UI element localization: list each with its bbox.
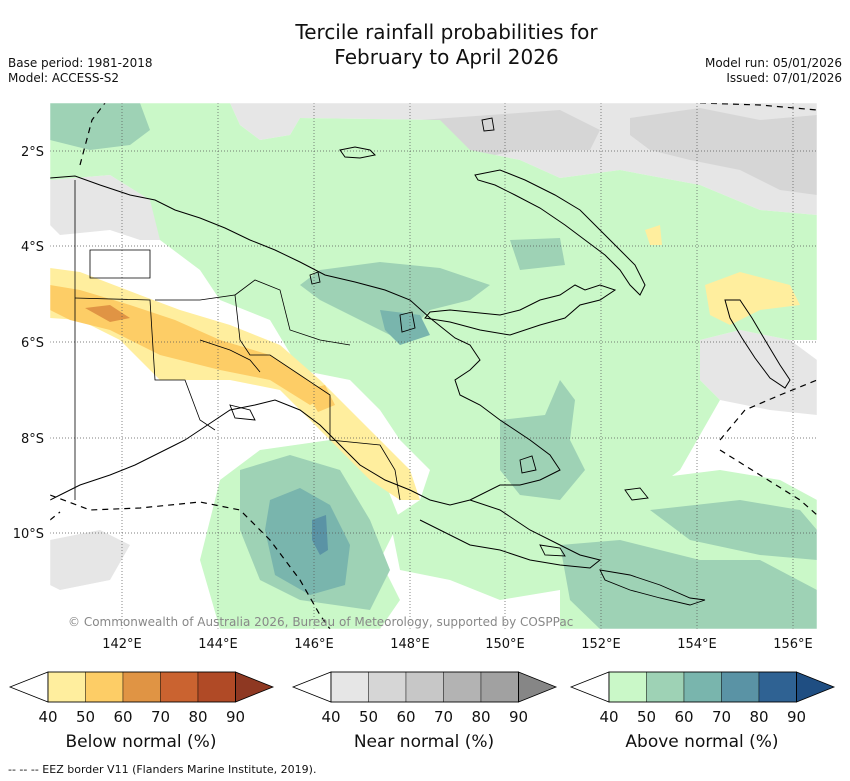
cb-near-tick-40: 40 (321, 708, 340, 726)
cb-near-tick-90: 90 (509, 708, 528, 726)
lon-label-150e: 150°E (485, 637, 525, 652)
title-line-2: February to April 2026 (334, 45, 559, 69)
cb-below-tick-70: 70 (151, 708, 170, 726)
above-normal-50-southeast (560, 540, 817, 629)
lat-label-2s: 2°S (21, 145, 44, 160)
colorbar-near-title: Near normal (%) (354, 732, 494, 752)
cb-below-tick-40: 40 (38, 708, 57, 726)
colorbar-below-swatch-40 (47, 671, 86, 703)
colorbar-below-normal: 40 50 60 70 80 90 Below normal (%) (8, 671, 275, 752)
colorbar-below-swatch-50 (85, 671, 124, 703)
issued-text: Issued: 07/01/2026 (726, 71, 842, 85)
colorbar-above-swatch-80 (758, 671, 797, 703)
lon-label-144e: 144°E (198, 637, 238, 652)
colorbar-below-title: Below normal (%) (66, 732, 217, 752)
eez-borders (50, 103, 817, 629)
above-normal-50-southeast-2 (650, 500, 817, 560)
new-ireland-coastline (474, 169, 646, 296)
gridlines (50, 103, 817, 629)
colorbars: 40 50 60 70 80 90 Below normal (%) 40 50… (8, 671, 836, 752)
colorbar-near-swatch-60 (405, 671, 444, 703)
borders (74, 180, 401, 501)
lat-label-8s: 8°S (21, 432, 44, 447)
lat-label-10s: 10°S (13, 527, 44, 542)
cb-above-tick-80: 80 (749, 708, 768, 726)
eez-footnote: -- -- -- EEZ border V11 (Flanders Marine… (8, 763, 317, 776)
base-period-text: Base period: 1981-2018 (8, 56, 153, 70)
lat-label-4s: 4°S (21, 240, 44, 255)
cb-near-tick-80: 80 (471, 708, 490, 726)
bougainville-coastline (724, 299, 791, 389)
cb-near-tick-60: 60 (396, 708, 415, 726)
cb-near-tick-50: 50 (359, 708, 378, 726)
colorbar-above-title: Above normal (%) (625, 732, 778, 752)
new-britain-coastline (424, 284, 617, 336)
near-normal-region-east (700, 330, 817, 415)
title-line-1: Tercile rainfall probabilities for (295, 20, 598, 44)
cb-above-tick-70: 70 (712, 708, 731, 726)
colorbar-below-swatch-60 (122, 671, 161, 703)
above-normal-60-south (265, 488, 350, 595)
cb-below-tick-60: 60 (113, 708, 132, 726)
lon-labels: 142°E 144°E 146°E 148°E 150°E 152°E 154°… (102, 637, 813, 652)
cb-above-tick-40: 40 (599, 708, 618, 726)
colorbar-near-swatch-70 (443, 671, 482, 703)
colorbar-above-swatch-40 (608, 671, 647, 703)
colorbar-below-max-arrow (235, 671, 275, 703)
model-text: Model: ACCESS-S2 (8, 71, 120, 85)
above-normal-60-central (380, 310, 430, 345)
cb-above-tick-90: 90 (787, 708, 806, 726)
small-islands (229, 117, 706, 606)
colorbar-above-swatch-70 (721, 671, 760, 703)
map-frame (49, 102, 818, 630)
lon-label-152e: 152°E (581, 637, 621, 652)
cb-below-tick-80: 80 (188, 708, 207, 726)
above-normal-70-south (312, 515, 328, 555)
model-run-text: Model run: 05/01/2026 (704, 56, 842, 70)
lat-label-6s: 6°S (21, 336, 44, 351)
above-normal-region-main (50, 103, 817, 600)
colorbar-below-swatch-80 (197, 671, 236, 703)
colorbar-near-min-arrow (291, 671, 332, 703)
lat-labels: 2°S 4°S 6°S 8°S 10°S (13, 145, 44, 542)
map-title: Tercile rainfall probabilities for Febru… (0, 20, 850, 70)
below-normal-60-region (85, 305, 130, 322)
colorbar-near-swatch-80 (480, 671, 519, 703)
colorbar-above-normal: 40 50 60 70 80 90 Above normal (%) (569, 671, 836, 752)
above-normal-50-northwest (50, 103, 150, 150)
lon-label-148e: 148°E (390, 637, 430, 652)
cb-above-tick-50: 50 (637, 708, 656, 726)
above-normal-50-central (300, 262, 490, 340)
colorbar-above-max-arrow (796, 671, 836, 703)
cb-above-tick-60: 60 (674, 708, 693, 726)
colorbar-near-normal: 40 50 60 70 80 90 Near normal (%) (291, 671, 558, 752)
cb-near-tick-70: 70 (434, 708, 453, 726)
colorbar-below-min-arrow (8, 671, 49, 703)
below-normal-40-northeast (645, 225, 662, 245)
meta-right: Model run: 05/01/2026 Issued: 07/01/2026 (705, 56, 842, 86)
copyright-text: © Commonwealth of Australia 2026, Bureau… (68, 615, 573, 629)
map-plot-area (50, 103, 817, 629)
near-normal-region-northeast (630, 108, 817, 195)
papuan-tail-coastline (419, 499, 602, 569)
near-normal-region-southwest (50, 530, 130, 590)
colorbar-near-max-arrow (518, 671, 558, 703)
colorbar-above-min-arrow (569, 671, 610, 703)
meta-left: Base period: 1981-2018 Model: ACCESS-S2 (8, 56, 153, 86)
lon-label-142e: 142°E (102, 637, 142, 652)
lon-label-156e: 156°E (773, 637, 813, 652)
colorbar-above-swatch-60 (683, 671, 722, 703)
colorbar-below-swatch-70 (160, 671, 199, 703)
below-normal-50-region-2 (305, 385, 335, 412)
colorbar-near-swatch-50 (368, 671, 407, 703)
colorbar-near-swatch-40 (330, 671, 369, 703)
colorbar-above-swatch-50 (646, 671, 685, 703)
cb-below-tick-50: 50 (76, 708, 95, 726)
manus-coastline (339, 146, 377, 159)
cb-below-tick-90: 90 (226, 708, 245, 726)
lon-label-154e: 154°E (677, 637, 717, 652)
lon-label-146e: 146°E (294, 637, 334, 652)
